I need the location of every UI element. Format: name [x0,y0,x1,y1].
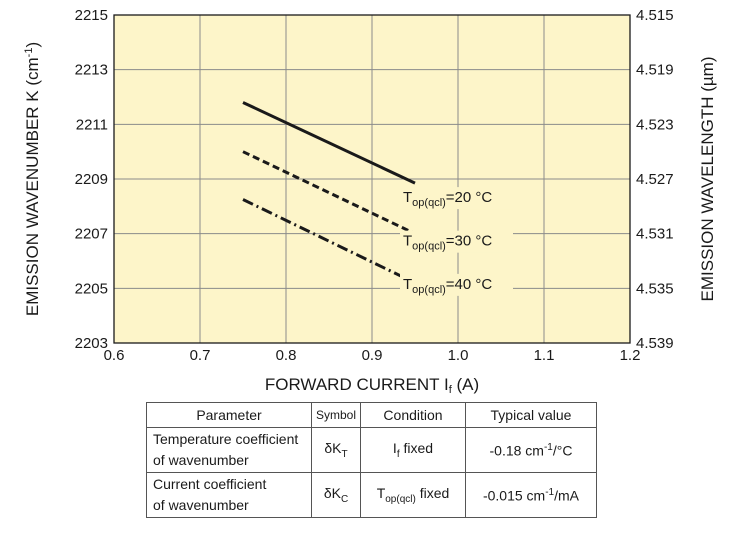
y-tick-label: 2215 [75,7,108,24]
series-lines [242,101,416,285]
column-header-parameter: Parameter [146,402,312,428]
y2-tick-label: 4.539 [636,335,674,352]
series-labels: Top(qcl)=20 °C Top(qcl)=30 °C Top(qcl)=40 … [400,187,513,296]
parameter-cell: Current coefficient of wavenumber [146,472,312,518]
y-tick-label: 2211 [76,116,108,133]
y2-tick-label: 4.519 [636,62,674,79]
series-line-solid [242,101,416,185]
symbol-cell: δKT [311,427,361,473]
tick-labels: 0.6 0.7 0.8 0.9 1.0 1.1 1.2 2203 4.539 2205 4.535 2… [75,7,674,364]
y-tick-label: 2205 [75,280,108,297]
y2-tick-label: 4.535 [636,280,674,297]
table-header-row: Parameter Symbol Condition Typical value [146,402,597,428]
y-axis-title: EMISSION WAVENUMBER K (cm-1) [23,42,42,316]
column-header-condition: Condition [360,402,466,428]
y2-tick-label: 4.523 [636,116,674,133]
y2-tick-label: 4.515 [636,7,674,24]
column-header-typical-value: Typical value [465,402,597,428]
x-tick-label: 0.8 [276,347,297,364]
x-tick-label: 0.6 [104,347,125,364]
y-tick-label: 2203 [75,335,108,352]
y-tick-label: 2213 [75,62,108,79]
typical-value-cell: -0.015 cm-1/mA [465,472,597,518]
series-label: Top(qcl)=40 °C [403,276,492,296]
parameter-table: Parameter Symbol Condition Typical value… [146,402,597,518]
series-label-background [400,230,513,253]
parameter-cell: Temperature coefficient of wavenumber [146,427,312,473]
series-line-dashdot [242,198,416,285]
y-tick-label: 2207 [75,226,108,243]
chart: 0.6 0.7 0.8 0.9 1.0 1.1 1.2 2203 4.539 2205 4.535 2… [23,7,717,396]
y-tick-label: 2209 [75,171,108,188]
series-label-background [400,273,513,296]
x-axis-title: FORWARD CURRENT If (A) [265,375,479,396]
table-row: Temperature coefficient of wavenumber δKT… [146,427,597,473]
table-row: Current coefficient of wavenumber δKC Top… [146,472,597,518]
plot-frame [113,14,631,344]
series-label: Top(qcl)=30 °C [403,233,492,253]
series-label: Top(qcl)=20 °C [403,189,492,209]
x-tick-label: 1.1 [534,347,555,364]
y2-tick-label: 4.531 [636,226,674,243]
condition-cell: If fixed [360,427,466,473]
column-header-symbol: Symbol [311,402,361,428]
series-label-background [400,187,513,210]
y2-tick-label: 4.527 [636,171,674,188]
condition-cell: Top(qcl) fixed [360,472,466,518]
x-tick-label: 1.0 [448,347,469,364]
x-tick-label: 0.9 [362,347,383,364]
y2-axis-title: EMISSION WAVELENGTH (µm) [698,57,717,302]
x-tick-label: 0.7 [190,347,211,364]
x-tick-label: 1.2 [620,347,641,364]
typical-value-cell: -0.18 cm-1/°C [465,427,597,473]
series-line-dashed [242,150,416,236]
grid [114,15,630,343]
symbol-cell: δKC [311,472,361,518]
